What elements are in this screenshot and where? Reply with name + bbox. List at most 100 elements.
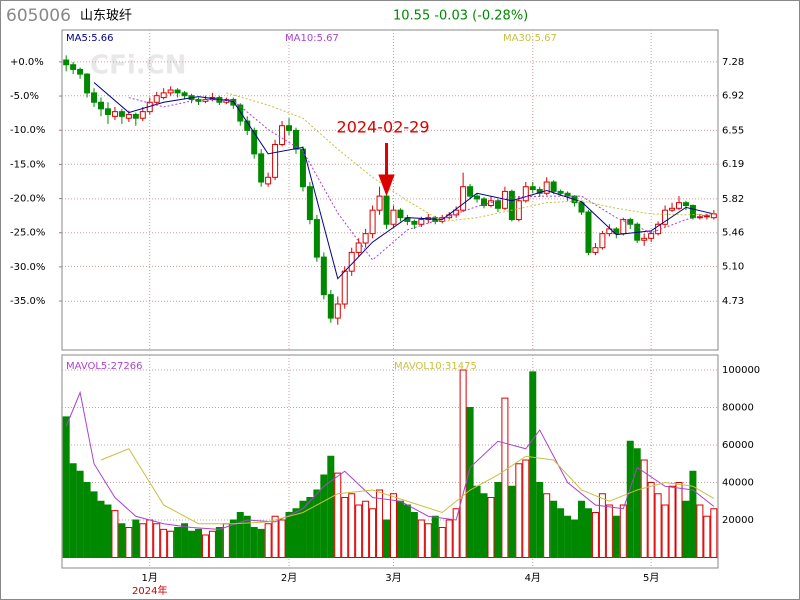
candle-body — [467, 186, 474, 197]
candle-body — [174, 89, 181, 94]
volume-bar — [640, 459, 648, 558]
candle-body — [682, 202, 689, 206]
legend-entry: MA10:5.67 — [285, 33, 339, 44]
candle-body — [341, 270, 348, 305]
volume-bar — [564, 515, 572, 558]
candle-body — [648, 233, 655, 239]
volume-bar — [111, 510, 119, 558]
x-tick-label: 3月 — [385, 572, 401, 584]
volume-bar — [376, 489, 384, 558]
y-tick-label: 80000 — [722, 403, 754, 414]
volume-bar — [285, 512, 293, 558]
candle-body — [676, 202, 683, 209]
x-tick-label: 2月 — [281, 572, 297, 584]
watermark: CFi.CN — [90, 51, 186, 81]
volume-bar — [459, 369, 467, 558]
volume-bar — [236, 512, 244, 558]
volume-bar — [146, 519, 154, 558]
volume-bar — [452, 508, 460, 558]
volume-bar — [578, 500, 586, 558]
volume-bar — [62, 416, 70, 558]
y-tick-label: 5.46 — [722, 228, 744, 239]
mavol-line — [100, 448, 715, 525]
volume-bar — [369, 508, 377, 558]
volume-bar — [466, 407, 474, 558]
candle-body — [662, 209, 669, 225]
volume-bar — [689, 470, 697, 558]
volume-bar — [487, 497, 495, 558]
candle-body — [669, 207, 676, 211]
volume-bar — [250, 527, 258, 558]
volume-bar — [69, 463, 77, 558]
volume-bar — [626, 440, 634, 558]
candle-body — [578, 202, 585, 213]
volume-bar — [389, 493, 397, 558]
legend-entry: MAVOL10:31475 — [394, 361, 477, 372]
y-tick-label: 100000 — [722, 365, 760, 376]
ma-line — [226, 92, 714, 222]
volume-bar — [612, 515, 620, 558]
y-tick-label: 5.10 — [722, 261, 744, 272]
volume-bar — [76, 470, 84, 558]
y-tick-label: 4.73 — [722, 296, 744, 307]
volume-bar — [438, 527, 446, 558]
volume-bar — [445, 519, 453, 558]
candle-body — [160, 92, 167, 99]
volume-bar — [174, 527, 182, 558]
candle-body — [522, 186, 529, 202]
volume-bar — [410, 512, 418, 558]
candle-body — [474, 195, 481, 200]
volume-bar — [584, 508, 592, 558]
volume-bar — [271, 515, 279, 558]
volume-bar — [557, 508, 565, 558]
candle-body — [139, 111, 146, 119]
candle-body — [167, 89, 174, 94]
volume-bar — [403, 504, 411, 558]
legend-entry: MA30:5.67 — [503, 33, 557, 44]
x-tick-label: 4月 — [525, 572, 541, 584]
y2-tick-label: -30.0% — [10, 262, 45, 273]
volume-bar — [647, 482, 655, 558]
candle-body — [710, 213, 717, 219]
volume-bar — [598, 493, 606, 558]
volume-bar — [362, 500, 370, 558]
candle-body — [460, 186, 467, 211]
candle-body — [557, 190, 564, 194]
annotation-arrow — [378, 143, 395, 197]
candle-body — [515, 200, 522, 221]
candle-body — [292, 129, 299, 150]
candle-body — [362, 233, 369, 244]
candle-body — [153, 95, 160, 103]
candle-body — [313, 219, 320, 258]
y-tick-label: 20000 — [722, 515, 754, 526]
volume-bar — [696, 504, 704, 558]
candle-body — [181, 92, 188, 97]
candle-body — [418, 219, 425, 225]
candle-body — [585, 211, 592, 253]
volume-bar — [355, 504, 363, 558]
candle-body — [383, 195, 390, 225]
volume-bar — [194, 528, 202, 558]
candle-body — [334, 303, 341, 319]
volume-bar — [229, 519, 237, 558]
candle-body — [494, 200, 501, 209]
y-tick-label: 6.92 — [722, 91, 744, 102]
x-tick-label: 5月 — [643, 572, 659, 584]
candle-body — [272, 143, 279, 178]
price-panel — [61, 29, 719, 351]
candle-body — [251, 129, 258, 155]
y2-tick-label: -10.0% — [10, 125, 45, 136]
legend-entry: MA5:5.66 — [66, 33, 113, 44]
candle-body — [91, 92, 98, 103]
candle-body — [543, 181, 550, 194]
candle-body — [592, 247, 599, 253]
candle-body — [453, 209, 460, 216]
volume-bar — [334, 472, 342, 558]
volume-bar — [299, 500, 307, 558]
candle-body — [703, 215, 710, 218]
year-label: 2024年 — [132, 584, 167, 597]
volume-bar — [494, 482, 502, 558]
volume-bar — [160, 528, 168, 558]
